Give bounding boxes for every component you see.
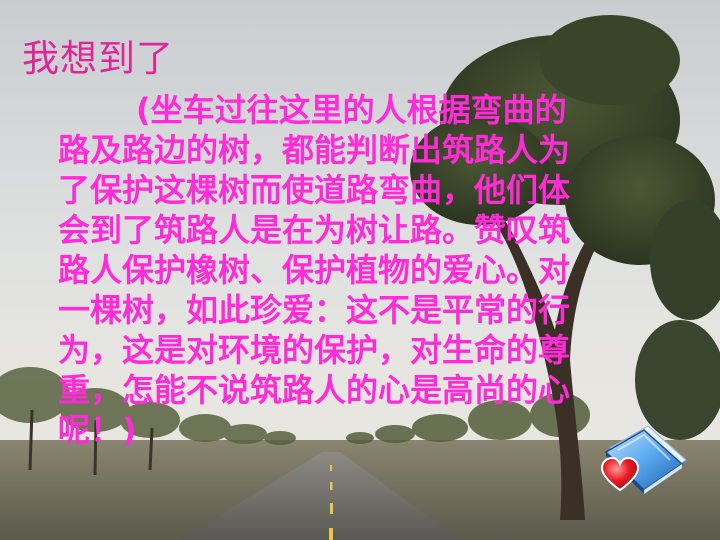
tree-trunks-left <box>28 409 154 476</box>
paragraph-line: 呢！) <box>58 411 137 449</box>
paragraph-line: 为，这是对环境的保护，对生命的尊 <box>58 331 571 369</box>
reflection-paragraph: (坐车过往这里的人根据弯曲的 路及路边的树，都能判断出筑路人为 了保护这棵树而使… <box>58 90 648 450</box>
large-tree-right <box>410 15 720 520</box>
paragraph-line: 路及路边的树，都能判断出筑路人为 <box>58 131 571 169</box>
paragraph-line: (坐车过往这里的人根据弯曲的 <box>136 91 567 129</box>
road-center-markings <box>329 465 333 540</box>
distant-trees-left <box>0 367 296 445</box>
paragraph-line: 一棵树，如此珍爱：这不是平常的行 <box>58 291 571 329</box>
paragraph-line: 会到了筑路人是在为树让路。赞叹筑 <box>58 211 571 249</box>
road <box>180 452 460 540</box>
book-heart-icon[interactable] <box>596 420 692 496</box>
paragraph-line: 了保护这棵树而使道路弯曲，他们体 <box>58 171 571 209</box>
paragraph-line: 重，怎能不说筑路人的心是高尚的心 <box>58 371 571 409</box>
paragraph-line: 路人保护橡树、保护植物的爱心。对 <box>58 251 571 289</box>
slide-heading: 我想到了 <box>22 37 174 80</box>
